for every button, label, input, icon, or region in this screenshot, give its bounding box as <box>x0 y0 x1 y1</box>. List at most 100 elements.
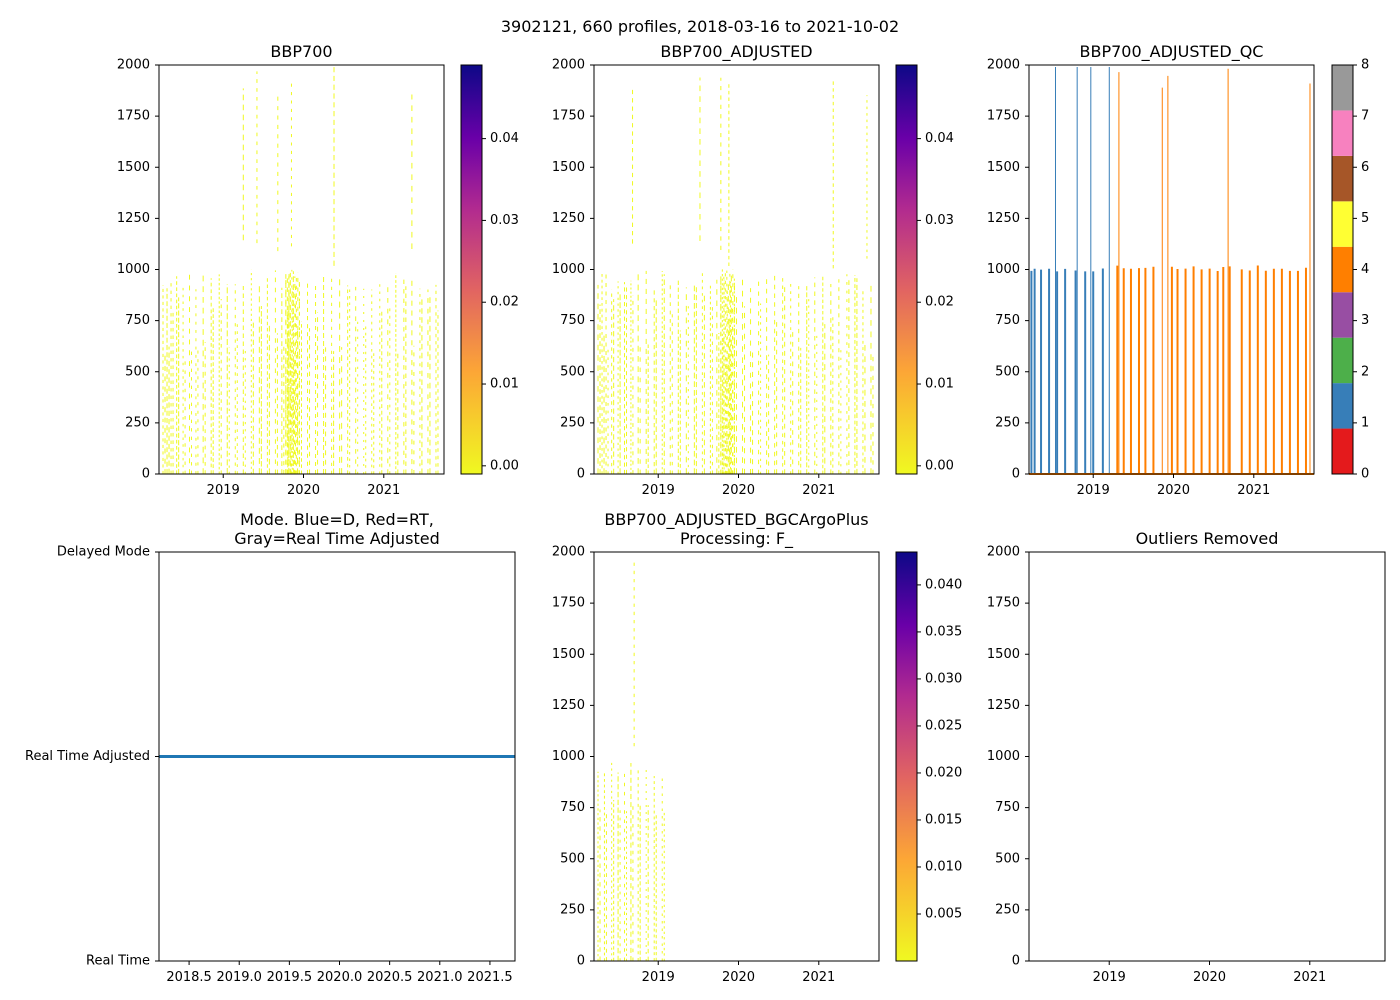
y-tick-label: 250 <box>995 902 1020 917</box>
panel-mode: Mode. Blue=D, Red=RT,Gray=Real Time Adju… <box>25 510 516 985</box>
y-tick-label: Delayed Mode <box>57 545 150 560</box>
y-tick-label: 1500 <box>117 160 150 175</box>
colorbar-tick-label: 0.00 <box>925 458 954 473</box>
y-tick-label: 1750 <box>987 109 1020 124</box>
x-tick-label: 2019 <box>1093 970 1126 985</box>
colorbar-tick-label: 0.005 <box>925 906 962 921</box>
colorbar-tick-label: 5 <box>1361 211 1369 226</box>
x-tick-label: 2020 <box>1193 970 1226 985</box>
colorbar-frame <box>895 64 918 475</box>
colorbar-segment <box>1332 292 1353 338</box>
colorbar-tick-label: 0.020 <box>925 765 962 780</box>
panel-title: Mode. Blue=D, Red=RT, <box>240 510 434 529</box>
colorbar-tick-label: 0.03 <box>490 213 519 228</box>
colorbar-tick-label: 7 <box>1361 109 1369 124</box>
x-tick-label: 2020 <box>287 483 320 498</box>
colorbar-gradient <box>896 65 917 474</box>
y-tick-label: 2000 <box>552 58 585 73</box>
y-tick-label: 1000 <box>987 749 1020 764</box>
y-tick-label: 0 <box>142 467 150 482</box>
panel-outliers: Outliers Removed 2019 2020 2021 0 250 500 750 10… <box>987 529 1386 985</box>
colorbar-frame <box>460 64 483 475</box>
y-tick-label: 1250 <box>552 698 585 713</box>
colorbar-tick-label: 0.03 <box>925 213 954 228</box>
x-tick-label: 2021.5 <box>467 970 513 985</box>
x-tick-label: 2019.0 <box>216 970 262 985</box>
colorbar-tick-label: 1 <box>1361 415 1369 430</box>
x-tick-label: 2019 <box>642 483 675 498</box>
y-tick-label: 250 <box>125 415 150 430</box>
panel-bbp700_adjusted: BBP700_ADJUSTED 2019 2020 2021 0 250 500 750 100… <box>552 42 954 498</box>
y-tick-label: 2000 <box>987 58 1020 73</box>
x-tick-label: 2021.0 <box>417 970 463 985</box>
colorbar-segment <box>1332 337 1353 384</box>
y-tick-label: 2000 <box>552 545 585 560</box>
y-tick-label: 750 <box>560 313 585 328</box>
colorbar-tick-label: 0.00 <box>490 458 519 473</box>
y-tick-label: 250 <box>560 902 585 917</box>
y-tick-label: 1750 <box>987 596 1020 611</box>
y-tick-label: 1500 <box>552 160 585 175</box>
colorbar-segment <box>1332 110 1353 156</box>
x-tick-label: 2020 <box>722 970 755 985</box>
panel-title-line2: Processing: F_ <box>680 529 794 549</box>
colorbar-tick-label: 2 <box>1361 364 1369 379</box>
colorbar-tick-label: 0.01 <box>490 377 519 392</box>
y-tick-label: 2000 <box>117 58 150 73</box>
colorbar-tick-label: 0.025 <box>925 718 962 733</box>
colorbar-segment <box>1332 65 1353 111</box>
colorbar-frame <box>895 551 918 962</box>
x-tick-label: 2019 <box>642 970 675 985</box>
y-tick-label: 1250 <box>117 211 150 226</box>
panel-title-line2: Gray=Real Time Adjusted <box>234 529 440 548</box>
x-tick-label: 2019 <box>207 483 240 498</box>
colorbar-segment <box>1332 246 1353 293</box>
colorbar-tick-label: 0.01 <box>925 377 954 392</box>
figure-title: 3902121, 660 profiles, 2018-03-16 to 202… <box>501 17 899 36</box>
x-tick-label: 2020.5 <box>367 970 413 985</box>
axes-frame <box>1028 551 1386 962</box>
y-tick-label: 0 <box>1012 954 1020 969</box>
colorbar-tick-label: 0.015 <box>925 812 962 827</box>
y-tick-label: 1500 <box>987 160 1020 175</box>
x-tick-label: 2020 <box>722 483 755 498</box>
axes-frame <box>593 64 880 475</box>
x-tick-label: 2020 <box>1157 483 1190 498</box>
y-tick-label: 1500 <box>552 647 585 662</box>
colorbar-tick-label: 0.04 <box>490 131 519 146</box>
y-tick-label: 250 <box>995 415 1020 430</box>
colorbar-tick-label: 0.02 <box>925 295 954 310</box>
y-tick-label: 750 <box>995 800 1020 815</box>
y-tick-label: 750 <box>560 800 585 815</box>
x-tick-label: 2021 <box>1237 483 1270 498</box>
panel-bbp700: BBP700 2019 2020 2021 0 250 500 750 1000 1250 1500… <box>117 42 519 498</box>
y-tick-label: 1000 <box>987 262 1020 277</box>
colorbar-gradient <box>896 552 917 961</box>
colorbar-segment <box>1332 383 1353 429</box>
y-tick-label: 500 <box>995 851 1020 866</box>
x-tick-label: 2020.0 <box>317 970 363 985</box>
colorbar-tick-label: 0.02 <box>490 295 519 310</box>
y-tick-label: 1750 <box>552 596 585 611</box>
y-tick-label: 1750 <box>117 109 150 124</box>
y-tick-label: 1750 <box>552 109 585 124</box>
x-tick-label: 2018.5 <box>166 970 212 985</box>
colorbar-tick-label: 0 <box>1361 467 1369 482</box>
colorbar-segment <box>1332 201 1353 247</box>
y-tick-label: 250 <box>560 415 585 430</box>
colorbar-tick-label: 8 <box>1361 58 1369 73</box>
y-tick-label: 1000 <box>552 749 585 764</box>
y-tick-label: 1500 <box>987 647 1020 662</box>
panel-title: BBP700 <box>270 42 332 61</box>
y-tick-label: 500 <box>125 364 150 379</box>
y-tick-label: 750 <box>125 313 150 328</box>
x-tick-label: 2021 <box>802 483 835 498</box>
y-tick-label: 0 <box>577 954 585 969</box>
y-tick-label: 500 <box>560 851 585 866</box>
y-tick-label: 2000 <box>987 545 1020 560</box>
y-tick-label: 1250 <box>987 698 1020 713</box>
y-tick-label: 500 <box>995 364 1020 379</box>
